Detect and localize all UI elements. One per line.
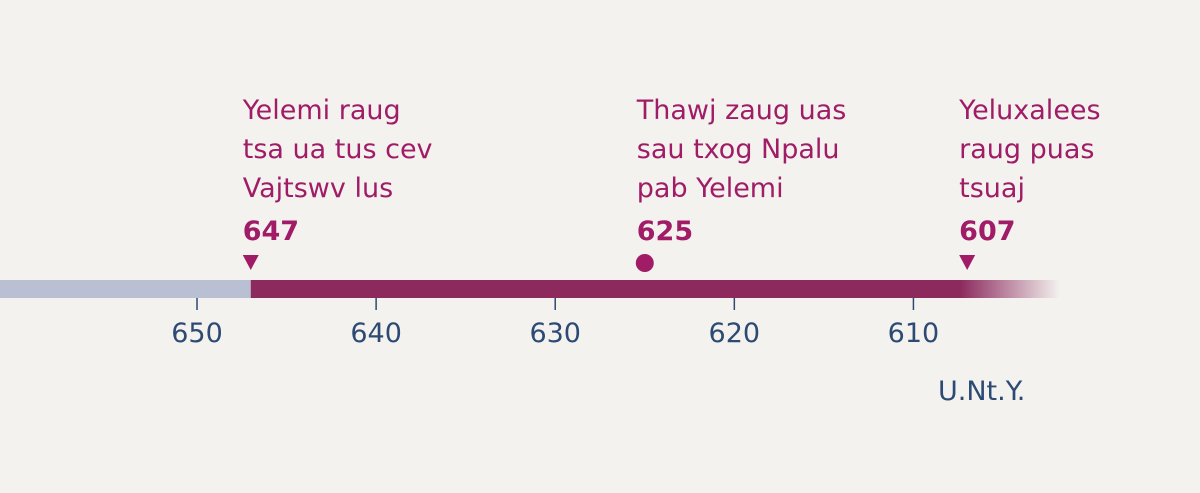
x-axis-label: U.Nt.Y. (938, 376, 1025, 407)
event-year: 607 (959, 216, 1015, 247)
event-text: tsa ua tus cev (243, 134, 433, 165)
event-text: Yelemi raug (242, 95, 401, 126)
event-marker (959, 255, 976, 270)
event-text: tsuaj (959, 173, 1025, 204)
event-text: pab Yelemi (637, 173, 784, 204)
event-text: Thawj zaug uas (636, 95, 847, 126)
x-tick-label: 610 (888, 318, 940, 349)
event-text: raug puas (959, 134, 1094, 165)
event-year: 647 (243, 216, 299, 247)
event-marker (635, 254, 654, 272)
event-text: Yeluxalees (958, 95, 1100, 126)
x-tick-label: 620 (709, 318, 761, 349)
x-tick-label: 640 (350, 318, 402, 349)
event-text: Vajtswv lus (243, 173, 393, 204)
x-tick-label: 650 (171, 318, 223, 349)
event-year: 625 (637, 216, 693, 247)
bar-after (250, 280, 960, 298)
bar-fade (960, 280, 1060, 298)
event-marker (242, 255, 259, 270)
event-text: sau txog Npalu (637, 134, 840, 165)
x-tick-label: 630 (529, 318, 581, 349)
bar-before (0, 280, 251, 298)
